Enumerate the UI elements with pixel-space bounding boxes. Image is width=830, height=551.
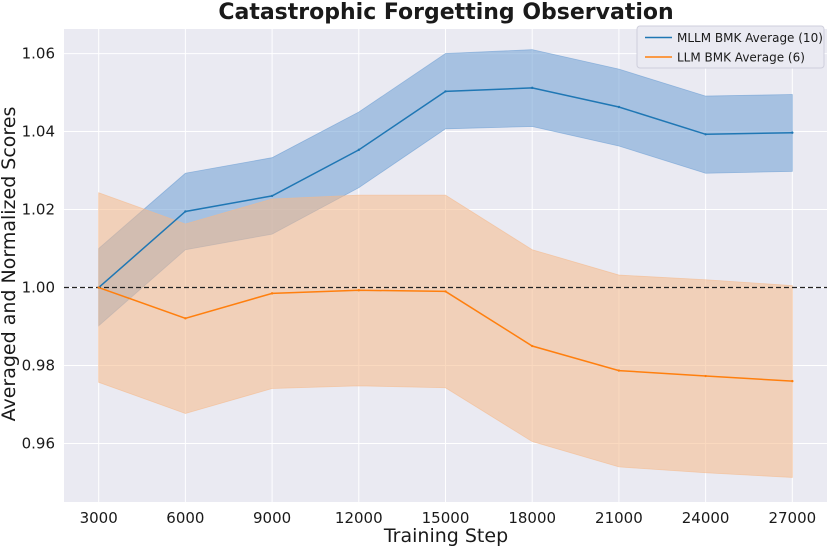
- data-point: [791, 379, 794, 383]
- x-tick-label: 12000: [335, 509, 383, 527]
- x-tick-label: 15000: [422, 509, 470, 527]
- data-point: [184, 210, 187, 213]
- confidence-band-1: [98, 192, 793, 478]
- data-point: [791, 131, 794, 134]
- data-point: [97, 286, 100, 289]
- y-tick-label: 1.00: [22, 279, 55, 297]
- x-tick-label: 6000: [166, 509, 204, 527]
- x-tick-label: 3000: [80, 509, 118, 527]
- data-point: [444, 90, 447, 93]
- x-tick-label: 9000: [253, 509, 291, 527]
- data-point: [617, 369, 621, 372]
- y-tick-label: 1.02: [22, 201, 55, 219]
- data-point: [270, 194, 274, 198]
- data-point: [184, 317, 187, 320]
- confidence-bands: [98, 49, 793, 478]
- data-point: [531, 344, 534, 348]
- y-axis-ticks: 0.96 0.98 1.00 1.02 1.04 1.06: [22, 45, 55, 453]
- y-axis-label: Averaged and Normalized Scores: [0, 107, 20, 422]
- data-point: [617, 105, 621, 109]
- x-axis-ticks: 3000 6000 9000 12000 15000 18000 21000 24000 270…: [80, 509, 817, 527]
- y-tick-label: 0.96: [22, 435, 55, 453]
- data-point: [704, 374, 707, 378]
- series-lines: [97, 86, 794, 383]
- legend-box: [636, 25, 825, 69]
- x-tick-label: 21000: [595, 509, 643, 527]
- legend: MLLM BMK Average (10) LLM BMK Average (6…: [636, 25, 825, 69]
- data-point: [444, 290, 447, 293]
- x-tick-label: 18000: [508, 509, 556, 527]
- legend-label-mllm: MLLM BMK Average (10): [677, 31, 823, 45]
- data-point: [531, 86, 534, 90]
- x-tick-label: 24000: [682, 509, 730, 527]
- y-tick-label: 1.04: [22, 123, 55, 141]
- data-point: [357, 148, 360, 152]
- legend-label-llm: LLM BMK Average (6): [677, 51, 805, 65]
- x-tick-label: 27000: [768, 509, 816, 527]
- chart-title: Catastrophic Forgetting Observation: [218, 0, 673, 25]
- y-tick-label: 1.06: [22, 45, 55, 63]
- data-point: [357, 289, 360, 292]
- data-point: [704, 133, 707, 136]
- y-tick-label: 0.98: [22, 357, 55, 375]
- x-axis-label: Training Step: [383, 525, 508, 547]
- data-point: [270, 292, 274, 295]
